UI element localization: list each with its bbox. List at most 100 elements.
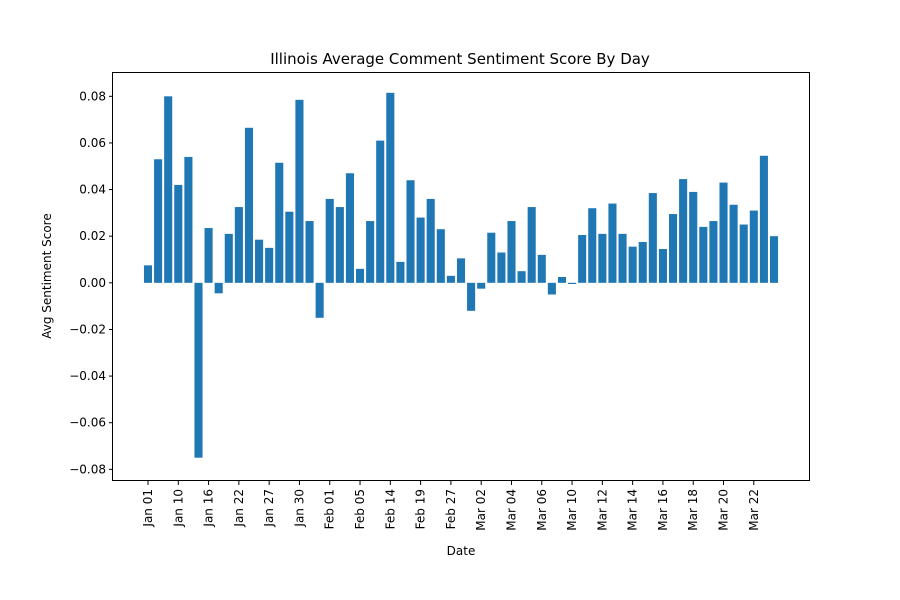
bar bbox=[749, 210, 758, 283]
bar bbox=[325, 198, 334, 283]
bar bbox=[376, 140, 385, 283]
bar bbox=[426, 198, 435, 283]
x-tick-label: Jan 22 bbox=[232, 489, 246, 528]
bar bbox=[164, 96, 173, 283]
y-tick-label: 0.08 bbox=[79, 89, 106, 103]
x-tick-label: Feb 05 bbox=[353, 489, 367, 529]
bar bbox=[507, 221, 516, 283]
bar bbox=[446, 275, 455, 283]
x-tick-label: Jan 30 bbox=[292, 489, 306, 528]
x-tick-label: Mar 18 bbox=[686, 489, 700, 531]
bar bbox=[436, 229, 445, 283]
bar bbox=[265, 247, 274, 283]
bar bbox=[315, 282, 324, 318]
x-tick-label: Mar 20 bbox=[717, 489, 731, 531]
x-tick-label: Mar 02 bbox=[474, 489, 488, 531]
x-tick-label: Mar 16 bbox=[656, 489, 670, 531]
y-axis-label: Avg Sentiment Score bbox=[40, 213, 54, 339]
bar bbox=[497, 252, 506, 283]
bar bbox=[355, 268, 365, 283]
bar bbox=[568, 282, 577, 284]
bar bbox=[406, 180, 415, 283]
bar bbox=[184, 156, 193, 283]
x-tick-label: Mar 22 bbox=[747, 489, 761, 531]
x-tick-label: Jan 27 bbox=[262, 489, 276, 528]
bar bbox=[477, 282, 486, 289]
bar bbox=[224, 233, 233, 283]
bar bbox=[668, 214, 678, 283]
y-tick-label: −0.04 bbox=[69, 369, 106, 383]
bar bbox=[759, 155, 768, 283]
bar bbox=[658, 249, 667, 283]
bar bbox=[214, 282, 223, 294]
bar bbox=[618, 233, 627, 283]
chart-title: Illinois Average Comment Sentiment Score… bbox=[270, 50, 650, 68]
bar bbox=[547, 282, 556, 295]
bar bbox=[255, 239, 264, 283]
bar bbox=[204, 228, 213, 283]
bar bbox=[305, 221, 314, 283]
x-tick-label: Mar 04 bbox=[504, 489, 518, 531]
bar bbox=[578, 235, 587, 283]
y-tick-label: 0.02 bbox=[79, 229, 106, 243]
y-tick-label: 0.00 bbox=[79, 276, 106, 290]
bar bbox=[557, 277, 567, 283]
bar bbox=[487, 232, 496, 283]
bar bbox=[295, 99, 304, 283]
bar bbox=[689, 191, 698, 283]
bar bbox=[244, 127, 254, 283]
bar bbox=[275, 162, 284, 283]
bar bbox=[699, 226, 708, 283]
x-tick-label: Mar 06 bbox=[535, 489, 549, 531]
bar bbox=[679, 179, 688, 283]
bar bbox=[608, 203, 617, 283]
x-tick-label: Jan 01 bbox=[141, 489, 155, 528]
x-tick-label: Feb 19 bbox=[414, 489, 428, 529]
x-axis: Jan 01 Jan 10 Jan 16 Jan 22 Jan 27 Jan 30 Feb … bbox=[141, 481, 761, 531]
x-tick-label: Mar 14 bbox=[626, 489, 640, 531]
bar bbox=[174, 184, 183, 283]
x-tick-label: Feb 27 bbox=[444, 489, 458, 529]
bar bbox=[739, 224, 748, 283]
plot-frame bbox=[112, 72, 810, 481]
bar bbox=[648, 193, 657, 283]
bar bbox=[416, 217, 425, 283]
y-axis: −0.08 −0.06 −0.04 −0.02 0.00 0.02 0.04 0.06 0.08 bbox=[69, 89, 113, 476]
y-tick-label: −0.08 bbox=[69, 462, 106, 476]
bar bbox=[527, 207, 536, 283]
bar bbox=[285, 211, 294, 283]
bar bbox=[234, 207, 243, 283]
bar bbox=[396, 261, 405, 283]
x-tick-label: Mar 10 bbox=[565, 489, 579, 531]
bar bbox=[154, 159, 163, 283]
x-tick-label: Jan 16 bbox=[202, 489, 216, 528]
x-tick-label: Mar 12 bbox=[595, 489, 609, 531]
bar bbox=[769, 236, 779, 283]
bar bbox=[719, 182, 728, 283]
bar bbox=[638, 242, 647, 283]
bars-group bbox=[143, 92, 779, 458]
y-tick-label: −0.02 bbox=[69, 322, 106, 336]
bar bbox=[335, 207, 344, 283]
bar bbox=[366, 221, 375, 283]
bar bbox=[598, 233, 607, 283]
bar bbox=[729, 204, 738, 283]
bar bbox=[537, 254, 546, 283]
x-tick-label: Jan 10 bbox=[171, 489, 185, 528]
y-tick-label: 0.04 bbox=[79, 183, 106, 197]
bar bbox=[517, 271, 526, 283]
bar bbox=[628, 246, 637, 283]
bar bbox=[588, 208, 597, 283]
bar bbox=[143, 265, 153, 283]
x-tick-label: Feb 14 bbox=[383, 489, 397, 529]
bar bbox=[456, 258, 466, 283]
y-tick-label: 0.06 bbox=[79, 136, 106, 150]
x-axis-label: Date bbox=[447, 544, 476, 558]
bar bbox=[709, 221, 718, 283]
y-tick-label: −0.06 bbox=[69, 416, 106, 430]
bar bbox=[194, 282, 203, 458]
x-tick-label: Feb 01 bbox=[323, 489, 337, 529]
bar bbox=[386, 92, 395, 283]
bar bbox=[467, 282, 476, 311]
